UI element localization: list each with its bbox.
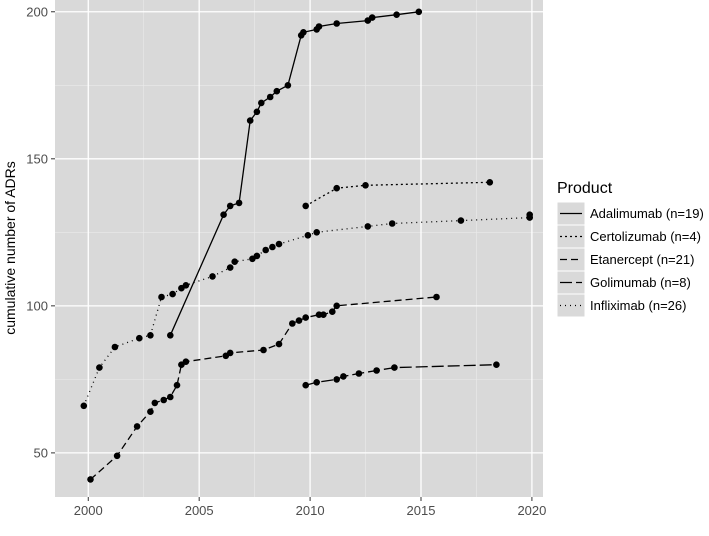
- x-tick-label: 2010: [296, 503, 325, 518]
- data-point-infliximab: [226, 264, 234, 271]
- data-point-infliximab: [275, 240, 283, 248]
- data-point-etanercept: [173, 381, 181, 389]
- x-tick-label: 2020: [517, 503, 546, 518]
- y-tick-label: 150: [26, 151, 48, 166]
- data-point-infliximab: [111, 343, 119, 351]
- x-axis: 2000 2005 2010 2015 2020: [74, 497, 546, 518]
- series-layer: [80, 8, 533, 483]
- data-point-adalimumab: [393, 11, 400, 18]
- y-tick-label: 200: [26, 4, 48, 19]
- data-point-etanercept: [302, 314, 310, 321]
- data-point-infliximab: [96, 364, 103, 371]
- data-point-etanercept: [295, 317, 303, 324]
- data-point-infliximab: [457, 217, 465, 224]
- data-point-adalimumab: [333, 20, 341, 27]
- data-point-infliximab: [231, 258, 238, 266]
- data-point-infliximab: [262, 246, 270, 254]
- data-point-infliximab: [209, 273, 216, 280]
- x-tick-label: 2005: [185, 503, 214, 518]
- data-point-infliximab: [269, 243, 276, 251]
- data-point-certolizumab: [302, 202, 310, 210]
- data-point-etanercept: [260, 346, 267, 354]
- data-point-infliximab: [80, 402, 88, 410]
- data-point-adalimumab: [253, 108, 261, 116]
- y-axis: 50 100 150 200: [26, 4, 55, 460]
- data-point-infliximab: [313, 229, 321, 236]
- data-point-etanercept: [320, 311, 327, 319]
- legend-label-golimumab: Golimumab (n=8): [590, 275, 691, 290]
- legend-items: Adalimumab (n=19) Certolizumab (n=4) Etane…: [556, 201, 704, 318]
- minor-gridlines: [55, 0, 543, 497]
- data-point-etanercept: [87, 476, 94, 483]
- legend-label-adalimumab: Adalimumab (n=19): [590, 206, 704, 221]
- series-line-certolizumab: [305, 181, 490, 207]
- data-point-adalimumab: [273, 87, 281, 95]
- data-point-golimumab: [493, 361, 500, 369]
- data-point-infliximab: [364, 223, 372, 230]
- data-point-adalimumab: [167, 332, 174, 339]
- legend-label-etanercept: Etanercept (n=21): [590, 252, 694, 267]
- data-point-etanercept: [226, 349, 234, 357]
- data-point-infliximab: [526, 211, 533, 218]
- data-point-infliximab: [136, 334, 143, 342]
- data-point-adalimumab: [266, 93, 274, 101]
- data-point-golimumab: [340, 373, 347, 380]
- data-point-adalimumab: [226, 202, 234, 210]
- data-point-etanercept: [433, 293, 440, 301]
- data-point-golimumab: [355, 370, 363, 377]
- y-axis-label: cumulative number of ADRs: [2, 161, 18, 335]
- data-point-golimumab: [373, 367, 380, 374]
- data-point-etanercept: [160, 396, 167, 404]
- major-gridlines: [55, 0, 543, 497]
- data-point-etanercept: [147, 408, 154, 416]
- data-point-adalimumab: [246, 117, 254, 124]
- data-point-golimumab: [391, 364, 398, 371]
- data-point-infliximab: [169, 290, 176, 298]
- data-point-infliximab: [182, 282, 190, 289]
- data-point-adalimumab: [415, 8, 423, 16]
- data-point-infliximab: [388, 220, 396, 227]
- data-point-certolizumab: [362, 182, 369, 189]
- data-point-adalimumab: [315, 23, 323, 30]
- data-point-adalimumab: [235, 199, 243, 207]
- legend-label-certolizumab: Certolizumab (n=4): [590, 229, 701, 244]
- data-point-etanercept: [133, 423, 141, 430]
- x-tick-label: 2015: [407, 503, 436, 518]
- data-point-adalimumab: [368, 14, 376, 21]
- data-point-certolizumab: [333, 184, 341, 192]
- data-point-infliximab: [147, 332, 154, 339]
- data-point-adalimumab: [300, 29, 307, 36]
- data-point-adalimumab: [258, 99, 265, 107]
- data-point-etanercept: [333, 302, 341, 310]
- data-point-etanercept: [275, 340, 283, 348]
- panel-background: [55, 0, 543, 497]
- x-tick-label: 2000: [74, 503, 103, 518]
- data-point-etanercept: [113, 452, 121, 460]
- series-line-infliximab: [83, 214, 531, 407]
- legend-title: Product: [557, 180, 613, 197]
- data-point-certolizumab: [486, 179, 494, 186]
- y-tick-label: 100: [26, 298, 48, 313]
- data-point-adalimumab: [284, 82, 292, 89]
- legend-label-infliximab: Infliximab (n=26): [590, 298, 686, 313]
- data-point-golimumab: [302, 381, 310, 389]
- data-point-infliximab: [158, 293, 165, 301]
- data-point-adalimumab: [220, 211, 227, 218]
- data-point-golimumab: [313, 379, 321, 386]
- data-point-etanercept: [289, 320, 296, 327]
- data-point-etanercept: [167, 393, 174, 401]
- data-point-infliximab: [304, 232, 312, 239]
- legend: Product Adalimumab (n=19) Certolizumab (n…: [556, 180, 704, 318]
- y-tick-label: 50: [34, 445, 48, 460]
- data-point-infliximab: [253, 252, 261, 260]
- data-point-etanercept: [182, 358, 190, 366]
- data-point-etanercept: [151, 399, 159, 407]
- data-point-etanercept: [329, 308, 336, 316]
- data-point-golimumab: [333, 376, 341, 383]
